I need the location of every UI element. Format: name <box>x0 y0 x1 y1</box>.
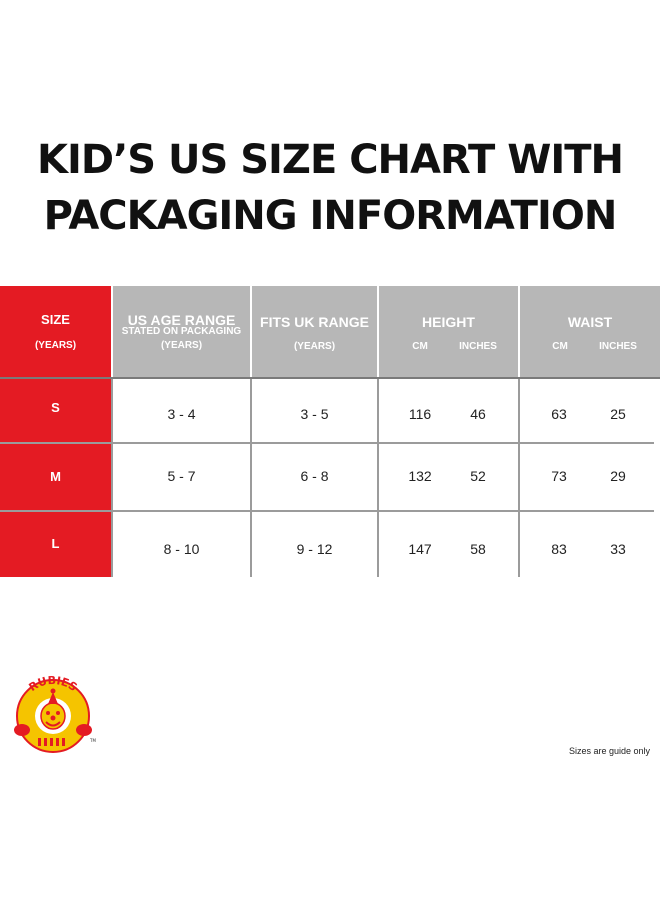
waist-cm-value: 83 <box>551 541 567 557</box>
uk-range-value: 6 - 8 <box>300 468 329 484</box>
waist-cm-value: 63 <box>551 406 567 422</box>
us-age-header-years: (YEARS) <box>160 340 203 351</box>
height-cm-value: 147 <box>408 541 432 557</box>
grid-line <box>377 377 379 577</box>
uk-range-value: 3 - 5 <box>300 406 329 422</box>
grid-line <box>518 377 520 577</box>
grid-line <box>250 377 252 577</box>
height-inches-value: 46 <box>470 406 486 422</box>
height-inches-value: 52 <box>470 468 486 484</box>
sizes-guide-note: Sizes are guide only <box>568 746 650 756</box>
us-age-value: 3 - 4 <box>167 406 196 422</box>
waist-inches-label: INCHES <box>599 341 637 352</box>
us-age-header-sub: STATED ON PACKAGING <box>121 326 242 337</box>
height-cm-label: CM <box>412 341 428 352</box>
us-age-value: 8 - 10 <box>163 541 200 557</box>
page-title-line-2: PACKAGING INFORMATION <box>43 193 618 239</box>
height-cm-value: 132 <box>408 468 432 484</box>
size-header-label: SIZE <box>41 312 70 327</box>
grid-line <box>0 442 654 444</box>
waist-cm-label: CM <box>552 341 568 352</box>
logo-text: RUBIES <box>27 674 80 694</box>
trademark-mark: TM <box>89 738 96 743</box>
grid-line <box>0 510 654 512</box>
size-header-sub: (YEARS) <box>34 340 77 351</box>
height-inches-label: INCHES <box>459 341 497 352</box>
us-age-value: 5 - 7 <box>167 468 196 484</box>
waist-inches-value: 33 <box>610 541 626 557</box>
grid-line <box>0 377 660 379</box>
uk-range-header-label: FITS UK RANGE <box>260 314 369 330</box>
uk-range-value: 9 - 12 <box>296 541 333 557</box>
waist-cm-value: 73 <box>551 468 567 484</box>
height-header-label: HEIGHT <box>422 314 475 330</box>
waist-inches-value: 29 <box>610 468 626 484</box>
waist-header-cell <box>520 286 660 377</box>
uk-range-header-sub: (YEARS) <box>293 341 336 352</box>
grid-line <box>111 377 113 577</box>
waist-header-label: WAIST <box>567 314 613 330</box>
height-cm-value: 116 <box>408 406 432 422</box>
rubies-logo: RUBIES TM <box>14 674 96 753</box>
uk-range-header-cell <box>252 286 377 377</box>
height-inches-value: 58 <box>470 541 486 557</box>
size-label: S <box>51 400 60 415</box>
us-age-header-label: US AGE RANGE <box>127 312 236 328</box>
size-label: M <box>50 469 61 484</box>
waist-inches-value: 25 <box>610 406 626 422</box>
size-label: L <box>51 536 60 551</box>
page-title-line-1: KID’S US SIZE CHART WITH <box>37 137 624 183</box>
size-column <box>0 377 111 577</box>
height-header-cell <box>379 286 518 377</box>
us-age-header-cell <box>113 286 250 377</box>
size-header-cell <box>0 286 111 377</box>
